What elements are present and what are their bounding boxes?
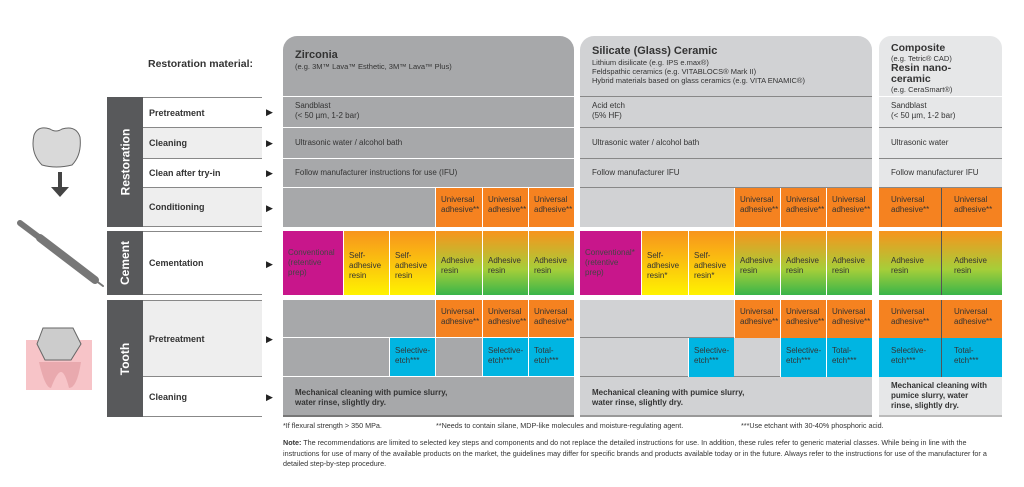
silicate-example: Feldspathic ceramics (e.g. VITABLOCS® Ma… [592,67,757,76]
selective-etch-cell: Selective-etch*** [482,338,528,377]
self-adhesive-resin-cell: Self-adhesive resin* [688,231,734,295]
note-label: Note: [283,438,302,447]
syringe-icon [17,220,104,287]
silicate-title: Silicate (Glass) Ceramic [592,45,718,57]
arrow-right-icon: ▶ [266,168,273,178]
arrow-right-icon: ▶ [266,259,273,269]
selective-etch-cell: Selective-etch*** [688,338,734,377]
silicate-cleaning: Ultrasonic water / alcohol bath [580,128,872,159]
self-adhesive-resin-cell: Self-adhesive resin [343,231,389,295]
universal-adhesive-cell: Universal adhesive** [482,188,528,227]
silicate-header: Silicate (Glass) Ceramic Lithium disilic… [580,36,872,97]
note-text: The recommendations are limited to selec… [283,438,987,468]
silicate-try-in: Follow manufacturer IFU [580,159,872,188]
section-tooth: Tooth [107,300,143,417]
step-restoration-pretreatment: Pretreatment [143,97,262,128]
arrow-right-icon: ▶ [266,334,273,344]
arrow-right-icon: ▶ [266,392,273,402]
zirconia-try-in: Follow manufacturer instructions for use… [283,159,574,188]
section-cement: Cement [107,231,143,295]
composite-example: (e.g. CeraSmart®) [891,85,953,94]
silicate-tooth-cleaning: Mechanical cleaning with pumice slurry, w… [580,377,872,417]
composite-try-in: Follow manufacturer IFU [879,159,1002,188]
silicate-etch-empty [734,338,780,377]
universal-adhesive-cell: Universal adhesive** [734,300,780,338]
footnote-2: **Needs to contain silane, MDP-like mole… [436,421,684,430]
arrow-right-icon: ▶ [266,107,273,117]
total-etch-cell: Total-etch*** [528,338,574,377]
adhesive-resin-cell: Adhesive resin [879,231,941,295]
disclaimer-note: Note: The recommendations are limited to… [283,438,1003,470]
zirconia-pretreatment: Sandblast (< 50 µm, 1-2 bar) [283,97,574,128]
zirconia-cleaning: Ultrasonic water / alcohol bath [283,128,574,159]
zirconia-conditioning-empty [283,188,435,227]
universal-adhesive-cell: Universal adhesive** [780,300,826,338]
arrow-right-icon: ▶ [266,138,273,148]
composite-title: Composite [891,42,946,54]
restoration-material-label: Restoration material: [148,58,254,70]
universal-adhesive-cell: Universal adhesive** [826,300,872,338]
silicate-tooth-empty [580,300,734,338]
zirconia-header: Zirconia (e.g. 3M™ Lava™ Esthetic, 3M™ L… [283,36,574,97]
tooth-icon [26,327,92,390]
adhesive-resin-cell: Adhesive resin [435,231,482,295]
composite-tooth-cleaning: Mechanical cleaning with pumice slurry, … [879,377,1002,417]
universal-adhesive-cell: Universal adhesive** [879,188,941,227]
universal-adhesive-cell: Universal adhesive** [528,188,574,227]
adhesive-resin-cell: Adhesive resin [482,231,528,295]
step-restoration-cleaning: Cleaning [143,128,262,159]
conventional-cell: Conventional (retentive prep) [283,231,343,295]
self-adhesive-resin-cell: Self-adhesive resin [389,231,435,295]
composite-header: Composite (e.g. Tetric® CAD) Resin nano-… [879,36,1002,97]
universal-adhesive-cell: Universal adhesive** [941,188,1002,227]
silicate-pretreatment: Acid etch (5% HF) [580,97,872,128]
arrow-down-icon [51,172,69,197]
footnote-1: *If flexural strength > 350 MPa. [283,421,382,430]
adhesive-resin-cell: Adhesive resin [941,231,1002,295]
composite-pretreatment: Sandblast (< 50 µm, 1-2 bar) [879,97,1002,128]
adhesive-resin-cell: Adhesive resin [528,231,574,295]
silicate-example: Hybrid materials based on glass ceramics… [592,76,805,85]
zirconia-etch-empty [435,338,482,377]
zirconia-title: Zirconia [295,49,338,61]
silicate-conditioning-empty [580,188,734,227]
footnote-3: ***Use etchant with 30-40% phosphoric ac… [741,421,884,430]
step-conditioning: Conditioning [143,188,262,227]
universal-adhesive-cell: Universal adhesive** [482,300,528,338]
universal-adhesive-cell: Universal adhesive** [879,300,941,338]
universal-adhesive-cell: Universal adhesive** [435,188,482,227]
universal-adhesive-cell: Universal adhesive** [941,300,1002,338]
selective-etch-cell: Selective-etch*** [879,338,941,377]
zirconia-tooth-cleaning: Mechanical cleaning with pumice slurry, w… [283,377,574,417]
step-tooth-pretreatment: Pretreatment [143,300,262,377]
adhesive-resin-cell: Adhesive resin [780,231,826,295]
silicate-example: Lithium disilicate (e.g. IPS e.max®) [592,58,709,67]
zirconia-tooth-empty [283,300,435,338]
crown-icon [32,127,81,168]
selective-etch-cell: Selective-etch*** [389,338,435,377]
selective-etch-cell: Selective-etch*** [780,338,826,377]
universal-adhesive-cell: Universal adhesive** [780,188,826,227]
zirconia-examples: (e.g. 3M™ Lava™ Esthetic, 3M™ Lava™ Plus… [295,62,452,71]
section-restoration: Restoration [107,97,143,227]
step-clean-after-try-in: Clean after try-in [143,159,262,188]
composite-example: (e.g. Tetric® CAD) [891,54,952,63]
universal-adhesive-cell: Universal adhesive** [528,300,574,338]
adhesive-resin-cell: Adhesive resin [826,231,872,295]
arrow-right-icon: ▶ [266,203,273,213]
silicate-etch-empty [580,338,688,377]
universal-adhesive-cell: Universal adhesive** [435,300,482,338]
step-cementation: Cementation [143,231,262,295]
adhesive-resin-cell: Adhesive resin [734,231,780,295]
universal-adhesive-cell: Universal adhesive** [734,188,780,227]
step-tooth-cleaning: Cleaning [143,377,262,417]
resin-nano-ceramic-title: Resin nano-ceramic [891,62,952,85]
self-adhesive-resin-cell: Self-adhesive resin* [641,231,688,295]
zirconia-etch-empty [283,338,389,377]
total-etch-cell: Total-etch*** [826,338,872,377]
total-etch-cell: Total-etch*** [941,338,1002,377]
composite-cleaning: Ultrasonic water [879,128,1002,159]
universal-adhesive-cell: Universal adhesive** [826,188,872,227]
conventional-cell: Conventional* (retentive prep) [580,231,641,295]
